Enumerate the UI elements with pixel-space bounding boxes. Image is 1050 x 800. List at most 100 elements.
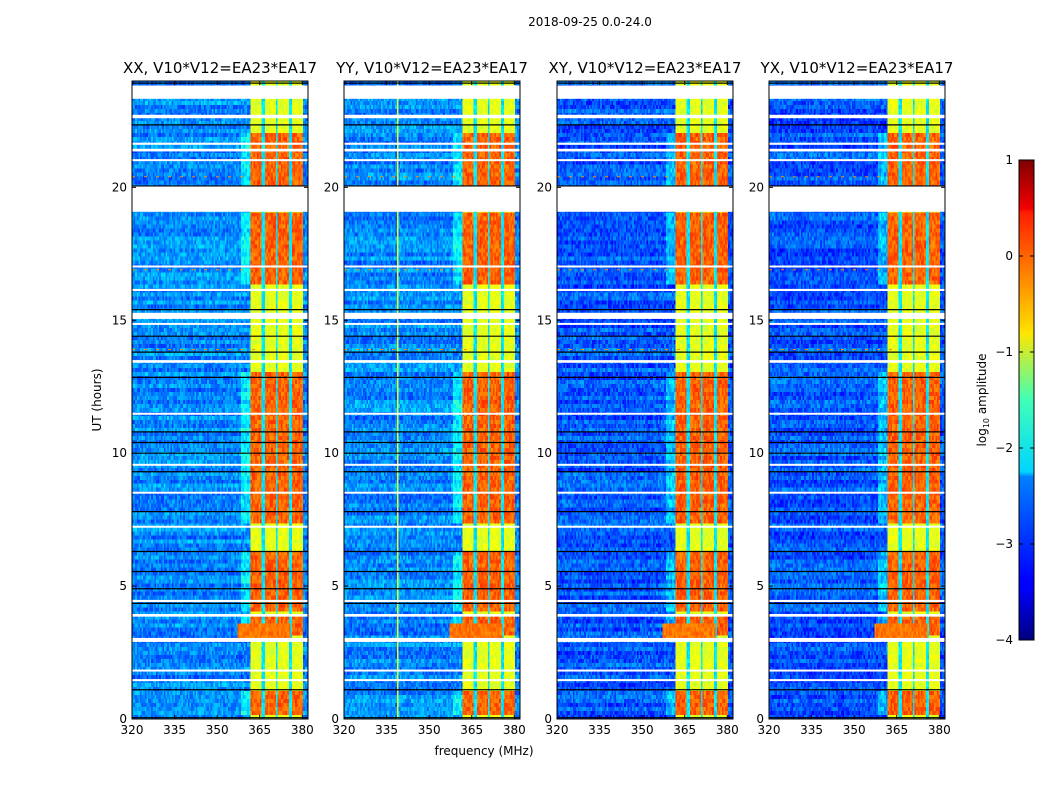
x-tick-label: 365 [248, 723, 271, 737]
flagged-gap [557, 360, 733, 363]
flagged-gap [132, 679, 308, 682]
flagged-gap [557, 312, 733, 319]
flagged-gap [769, 463, 945, 466]
colorbar-tick-label: −3 [995, 537, 1013, 551]
colorbar: −4 −3 −2 −1 0 1 log10 amplitude [975, 153, 1035, 647]
y-tick-label: 0 [544, 712, 552, 726]
y-tick-label: 5 [331, 579, 339, 593]
x-tick-label: 335 [588, 723, 611, 737]
flagged-gap [344, 463, 520, 466]
flagged-gap [557, 463, 733, 466]
x-tick-label: 380 [503, 723, 526, 737]
flagged-gap [132, 360, 308, 363]
flagged-gap [344, 265, 520, 268]
flagged-gap [557, 142, 733, 145]
flagged-gap [557, 159, 733, 162]
y-tick-label: 15 [324, 313, 339, 327]
y-tick-label: 0 [119, 712, 127, 726]
y-tick-label: 10 [537, 446, 552, 460]
y-tick-label: 15 [749, 313, 764, 327]
flagged-gap [132, 637, 308, 642]
flagged-gap [769, 312, 945, 319]
x-tick-label: 365 [673, 723, 696, 737]
flagged-gap [132, 114, 308, 119]
flagged-gap [344, 360, 520, 363]
x-tick-label: 335 [800, 723, 823, 737]
y-tick-label: 15 [537, 313, 552, 327]
flagged-gap [132, 599, 308, 603]
y-tick-label: 20 [749, 180, 764, 194]
flagged-gap [132, 491, 308, 494]
x-tick-label: 365 [885, 723, 908, 737]
colorbar-gradient [1018, 159, 1035, 641]
flagged-gap [769, 186, 945, 212]
x-tick-label: 320 [546, 723, 569, 737]
flagged-gap [132, 669, 308, 672]
y-tick-label: 20 [537, 180, 552, 194]
flagged-gap [132, 85, 308, 99]
y-tick-label: 5 [756, 579, 764, 593]
flagged-gap [557, 114, 733, 119]
x-tick-label: 380 [291, 723, 314, 737]
x-tick-label: 320 [758, 723, 781, 737]
y-tick-label: 20 [324, 180, 339, 194]
colorbar-tick-label: 0 [1005, 249, 1013, 263]
flagged-gap [344, 148, 520, 152]
y-tick-label: 0 [331, 712, 339, 726]
flagged-gap [344, 114, 520, 119]
panel-title: XX, V10*V12=EA23*EA17 [123, 59, 317, 77]
flagged-gap [557, 669, 733, 672]
x-tick-label: 320 [121, 723, 144, 737]
flagged-gap [344, 412, 520, 415]
flagged-gap [769, 613, 945, 617]
flagged-gap [344, 85, 520, 99]
x-axis-label: frequency (MHz) [434, 744, 533, 758]
panel-title: XY, V10*V12=EA23*EA17 [549, 59, 742, 77]
flagged-gap [769, 322, 945, 325]
flagged-gap [344, 669, 520, 672]
flagged-gap [132, 159, 308, 162]
flagged-gap [344, 159, 520, 162]
flagged-gap [344, 613, 520, 617]
flagged-gap [769, 669, 945, 672]
x-tick-label: 350 [843, 723, 866, 737]
figure-suptitle: 2018-09-25 0.0-24.0 [528, 15, 652, 29]
flagged-gap [769, 114, 945, 119]
x-tick-label: 335 [163, 723, 186, 737]
flagged-gap [132, 288, 308, 292]
flagged-gap [344, 525, 520, 528]
flagged-gap [769, 288, 945, 292]
flagged-gap [344, 599, 520, 603]
flagged-gap [344, 322, 520, 325]
flagged-gap [557, 637, 733, 642]
flagged-gap [557, 186, 733, 212]
y-tick-label: 5 [544, 579, 552, 593]
panels: XX, V10*V12=EA23*EA17 320 335 350 365 380 0 5 10… [112, 59, 954, 737]
x-tick-label: 350 [418, 723, 441, 737]
panel-yx: YX, V10*V12=EA23*EA17 320 335 350 365 380 0 5 10… [749, 59, 954, 737]
panel-title: YY, V10*V12=EA23*EA17 [335, 59, 528, 77]
flagged-gap [132, 142, 308, 145]
flagged-gap [769, 679, 945, 682]
flagged-gap [769, 265, 945, 268]
y-tick-label: 5 [119, 579, 127, 593]
y-tick-label: 0 [756, 712, 764, 726]
flagged-gap [344, 288, 520, 292]
flagged-gap [344, 142, 520, 145]
flagged-gap [769, 525, 945, 528]
panel-xy: XY, V10*V12=EA23*EA17 320 335 350 365 380 0 5 10… [537, 59, 742, 737]
flagged-gap [132, 463, 308, 466]
flagged-gap [557, 265, 733, 268]
flagged-gap [769, 599, 945, 603]
flagged-gap [344, 679, 520, 682]
flagged-gap [132, 322, 308, 325]
flagged-gap [769, 159, 945, 162]
flagged-gap [344, 491, 520, 494]
colorbar-ticks: −4 −3 −2 −1 0 1 [995, 153, 1034, 647]
flagged-gap [344, 186, 520, 212]
flagged-gap [557, 412, 733, 415]
panel-xx: XX, V10*V12=EA23*EA17 320 335 350 365 380 0 5 10… [112, 59, 317, 737]
flagged-gap [557, 322, 733, 325]
colorbar-label: log10 amplitude [975, 354, 991, 447]
